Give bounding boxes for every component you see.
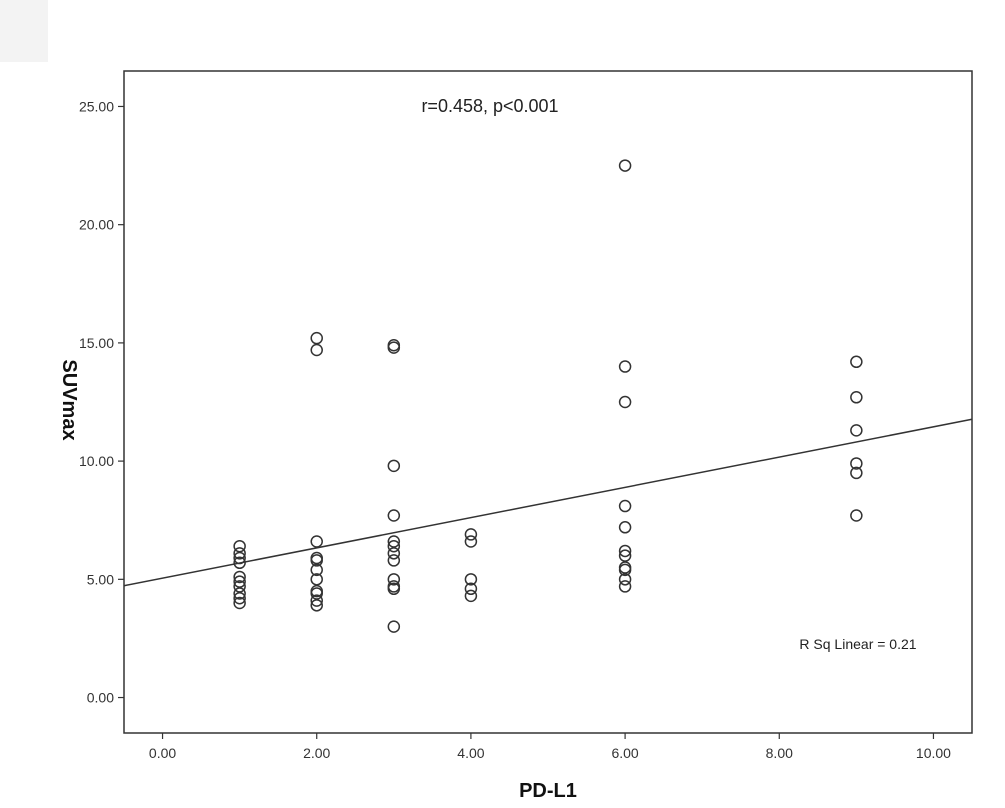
data-point — [618, 580, 632, 593]
data-point — [618, 521, 632, 534]
data-point — [233, 539, 246, 553]
data-point — [310, 573, 323, 586]
x-axis-title: PD-L1 — [519, 780, 577, 802]
scatter-points — [233, 159, 863, 633]
data-point — [310, 535, 323, 548]
data-point — [387, 509, 401, 522]
x-tick-label: 10.00 — [916, 745, 951, 761]
data-point — [310, 331, 323, 345]
data-point — [310, 563, 323, 577]
regression-line — [123, 418, 973, 587]
data-point — [850, 457, 863, 470]
data-point — [233, 551, 246, 565]
x-tick-label: 0.00 — [149, 745, 176, 761]
data-point — [464, 573, 478, 586]
data-point — [387, 539, 401, 553]
x-tick-label: 2.00 — [303, 745, 330, 761]
correlation-annotation: r=0.458, p<0.001 — [421, 96, 558, 116]
data-point — [233, 547, 246, 560]
data-point — [387, 620, 401, 633]
data-point — [618, 544, 632, 558]
data-point — [233, 556, 246, 570]
x-tick-label: 8.00 — [766, 745, 793, 761]
plot-area — [123, 70, 973, 734]
data-point — [233, 596, 246, 610]
data-point — [618, 573, 632, 586]
y-axis-title: SUVmax — [58, 359, 80, 440]
y-tick-label: 15.00 — [79, 335, 114, 351]
data-point — [464, 535, 478, 548]
data-point — [618, 159, 632, 172]
data-point — [618, 563, 632, 577]
data-point — [310, 343, 323, 357]
data-point — [464, 582, 478, 596]
data-point — [310, 554, 323, 567]
y-tick-label: 0.00 — [87, 690, 114, 706]
data-point — [310, 587, 323, 600]
r-squared-annotation: R Sq Linear = 0.21 — [799, 636, 916, 652]
data-point — [387, 459, 401, 473]
y-tick-label: 10.00 — [79, 453, 114, 469]
corner-mark — [0, 0, 48, 62]
fit-line-group — [123, 418, 973, 587]
axis-ticks: 0.00 2.00 4.00 6.00 8.00 10.00 0.00 5.00 10.00 15… — [79, 98, 951, 761]
data-point — [850, 391, 863, 404]
data-point — [618, 395, 632, 409]
data-point — [387, 573, 401, 586]
data-point — [850, 509, 863, 522]
data-point — [387, 554, 401, 567]
data-point — [233, 575, 246, 588]
data-point — [618, 360, 632, 373]
y-tick-label: 20.00 — [79, 217, 114, 233]
data-point — [310, 594, 323, 607]
data-point — [387, 547, 401, 560]
data-point — [618, 499, 632, 513]
data-point — [464, 528, 478, 541]
x-tick-label: 4.00 — [457, 745, 484, 761]
data-point — [233, 591, 246, 605]
data-point — [464, 589, 478, 603]
data-point — [233, 580, 246, 593]
data-point — [387, 341, 401, 354]
x-tick-label: 6.00 — [611, 745, 638, 761]
data-point — [850, 424, 863, 437]
data-point — [618, 549, 632, 562]
data-point — [387, 535, 401, 548]
data-point — [233, 570, 246, 584]
data-point — [850, 466, 863, 480]
y-tick-label: 25.00 — [79, 98, 114, 114]
data-point — [310, 599, 323, 612]
data-point — [233, 587, 246, 600]
data-point — [850, 355, 863, 369]
data-point — [387, 582, 401, 596]
y-tick-label: 5.00 — [87, 571, 114, 587]
